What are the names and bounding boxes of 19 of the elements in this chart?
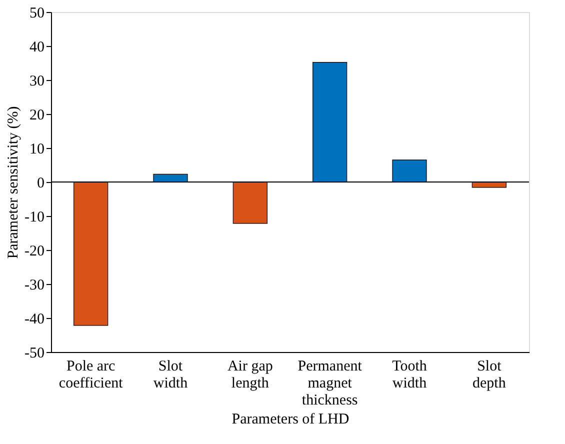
x-tick-label: Slot depth [472, 358, 506, 392]
y-tick-label: 20 [30, 108, 44, 124]
y-tick-label: -50 [24, 346, 44, 362]
y-tick-label: 40 [30, 40, 44, 56]
y-tick-label: 10 [30, 142, 44, 158]
y-tick-label: 30 [30, 74, 44, 90]
x-tick-label: Tooth width [392, 358, 428, 392]
y-tick-label: 50 [30, 6, 44, 22]
y-tick-label: -30 [24, 278, 44, 294]
x-tick-label: Pole arc coefficient [58, 358, 124, 392]
y-axis-title: Parameter sensitivity (%) [6, 106, 22, 259]
y-tick-label: 0 [37, 176, 44, 192]
y-tick-label: -40 [24, 312, 44, 328]
x-tick-label: Air gap length [227, 358, 273, 392]
x-axis-title: Parameters of LHD [232, 412, 350, 428]
y-tick-label: -10 [24, 210, 44, 226]
x-tick-label: Slot width [153, 358, 188, 392]
x-tick-label: Permanent magnet thickness [298, 358, 363, 408]
y-tick-label: -20 [24, 244, 44, 260]
